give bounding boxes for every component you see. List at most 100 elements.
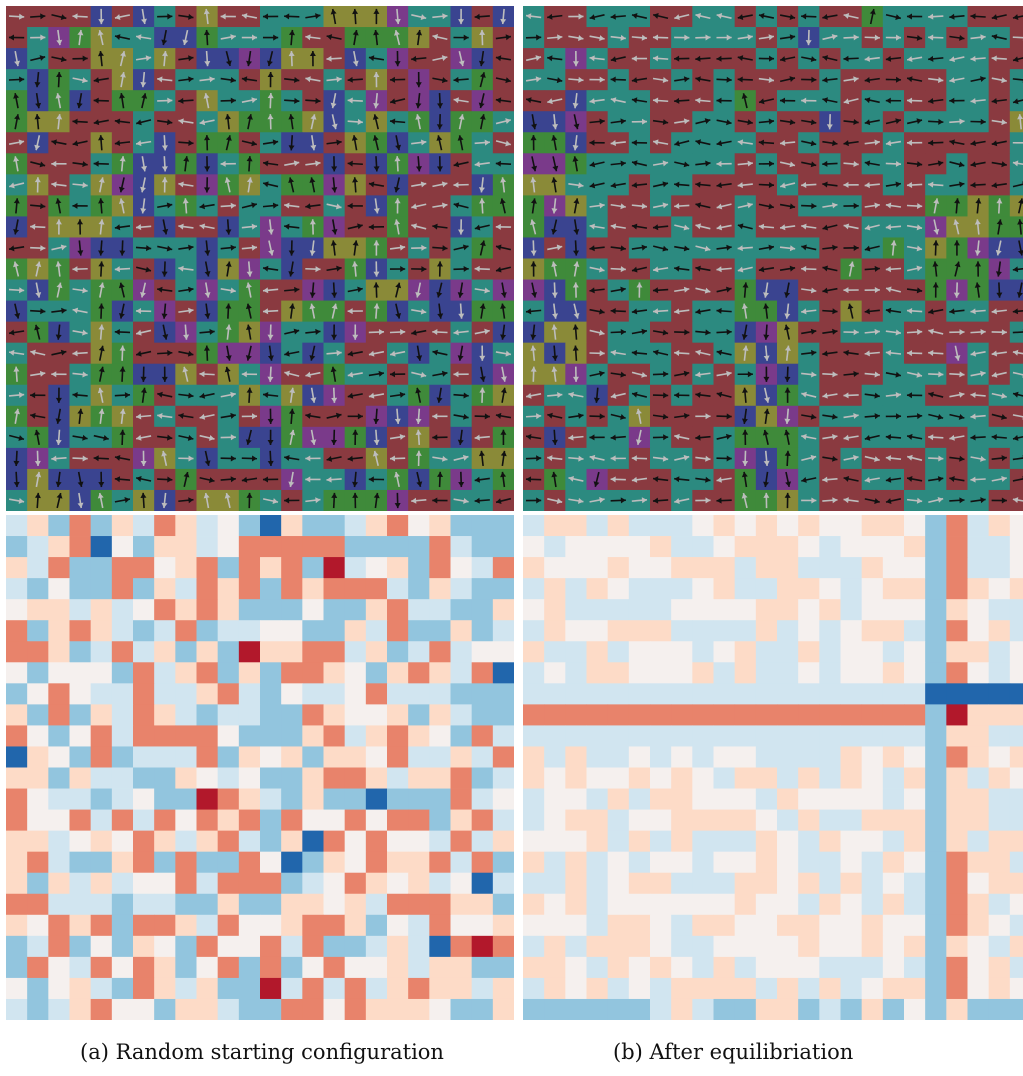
lattice-site <box>544 426 566 449</box>
heatmap-cell <box>565 620 587 642</box>
heatmap-cell <box>777 767 799 789</box>
heatmap-cell <box>523 683 545 705</box>
lattice-site <box>819 237 841 259</box>
lattice-site <box>628 69 651 91</box>
heatmap-cell <box>133 914 155 937</box>
lattice-site <box>154 111 176 133</box>
heatmap-cell <box>323 536 346 558</box>
heatmap-cell <box>798 746 820 768</box>
heatmap-cell <box>111 704 134 726</box>
heatmap-cell <box>713 599 736 621</box>
lattice-site <box>988 111 1011 133</box>
lattice-site <box>904 111 926 133</box>
lattice-site <box>365 27 388 49</box>
heatmap-cell <box>946 977 968 1000</box>
heatmap-cell <box>302 935 324 958</box>
heatmap-cell <box>755 662 778 684</box>
heatmap-cell <box>904 809 926 832</box>
lattice-site <box>798 48 820 70</box>
lattice-site <box>365 426 388 449</box>
lattice-site <box>692 258 714 280</box>
heatmap-cell <box>133 725 155 747</box>
lattice-site <box>1009 153 1023 175</box>
lattice-site <box>217 342 240 365</box>
lattice-site <box>628 342 651 365</box>
lattice-site <box>175 321 197 344</box>
heatmap-cell <box>6 641 28 663</box>
lattice-site <box>586 258 609 280</box>
heatmap-cell <box>196 515 219 537</box>
lattice-site <box>692 237 714 259</box>
lattice-site <box>1009 216 1023 238</box>
lattice-site <box>734 6 757 28</box>
lattice-site <box>946 300 968 323</box>
lattice-site <box>523 405 545 428</box>
heatmap-cell <box>882 851 905 874</box>
lattice-site <box>302 27 324 49</box>
lattice-site <box>988 195 1011 217</box>
heatmap-cell <box>196 662 219 684</box>
lattice-site <box>777 69 799 91</box>
heatmap-cell <box>471 557 494 579</box>
heatmap-cell <box>840 641 863 663</box>
lattice-site <box>544 384 566 407</box>
heatmap-cell <box>523 914 545 937</box>
lattice-site <box>904 363 926 386</box>
lattice-site <box>281 426 303 449</box>
lattice-site <box>713 153 736 175</box>
heatmap-cell <box>302 914 324 937</box>
heatmap-cell <box>523 788 545 810</box>
heatmap-cell <box>586 746 609 768</box>
heatmap-cell <box>628 725 651 747</box>
heatmap-cell <box>387 620 409 642</box>
heatmap-cell <box>196 725 219 747</box>
heatmap-cell <box>302 683 324 705</box>
heatmap-cell <box>238 704 261 726</box>
lattice-site <box>713 111 736 133</box>
heatmap-cell <box>48 725 70 747</box>
heatmap-cell <box>925 704 947 726</box>
heatmap-cell <box>260 662 282 684</box>
heatmap-cell <box>861 893 884 916</box>
lattice-site <box>387 363 409 386</box>
lattice-site <box>492 489 514 511</box>
heatmap-cell <box>387 914 409 937</box>
lattice-site <box>755 48 778 70</box>
lattice-site <box>6 237 28 259</box>
heatmap-cell <box>755 704 778 726</box>
heatmap-cell <box>628 620 651 642</box>
heatmap-cell <box>671 704 693 726</box>
heatmap-cell <box>260 830 282 853</box>
heatmap-cell <box>861 599 884 621</box>
lattice-site <box>408 300 430 323</box>
lattice-site <box>967 300 990 323</box>
heatmap-cell <box>861 704 884 726</box>
lattice-site <box>492 321 514 344</box>
lattice-site <box>196 90 219 112</box>
heatmap-cell <box>492 746 514 768</box>
heatmap-cell <box>650 578 672 600</box>
lattice-site <box>671 363 693 386</box>
heatmap-cell <box>607 515 630 537</box>
heatmap-cell <box>946 557 968 579</box>
lattice-site <box>904 237 926 259</box>
lattice-site <box>471 489 494 511</box>
lattice-site <box>988 132 1011 154</box>
heatmap-cell <box>365 851 388 874</box>
lattice-site <box>387 426 409 449</box>
heatmap-cell <box>904 767 926 789</box>
heatmap-cell <box>988 725 1011 747</box>
heatmap-cell <box>111 641 134 663</box>
lattice-site <box>133 132 155 154</box>
heatmap-cell <box>323 956 346 979</box>
lattice-site <box>946 90 968 112</box>
lattice-site <box>471 6 494 28</box>
heatmap-cell <box>755 872 778 895</box>
lattice-site <box>628 258 651 280</box>
heatmap-cell <box>946 515 968 537</box>
lattice-site <box>565 6 587 28</box>
lattice-site <box>48 489 70 511</box>
lattice-site <box>1009 90 1023 112</box>
heatmap-cell <box>492 851 514 874</box>
heatmap-cell <box>713 725 736 747</box>
